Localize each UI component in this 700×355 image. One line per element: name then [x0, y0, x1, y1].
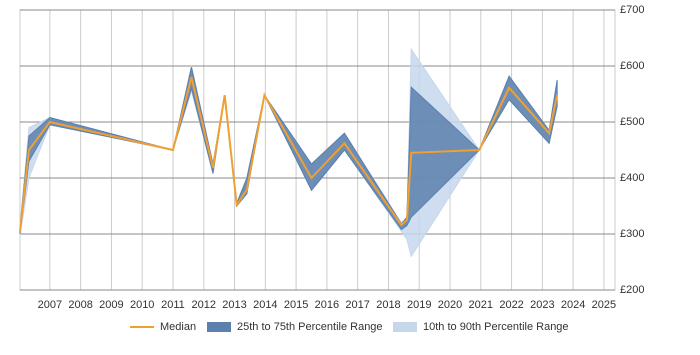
x-tick-label: 2018: [376, 299, 400, 311]
y-tick-label: £600: [620, 60, 644, 72]
x-tick-label: 2021: [469, 299, 493, 311]
x-tick-label: 2015: [284, 299, 308, 311]
x-tick-label: 2010: [130, 299, 154, 311]
legend-swatch: [207, 322, 231, 332]
x-tick-label: 2009: [99, 299, 123, 311]
x-tick-label: 2016: [315, 299, 339, 311]
x-tick-label: 2025: [592, 299, 616, 311]
legend-swatch: [393, 322, 417, 332]
y-tick-label: £700: [620, 4, 644, 16]
x-tick-label: 2020: [438, 299, 462, 311]
median-line: [19, 76, 559, 232]
x-tick-label: 2022: [499, 299, 523, 311]
x-tick-label: 2019: [407, 299, 431, 311]
x-tick-label: 2007: [38, 299, 62, 311]
x-tick-label: 2024: [561, 299, 585, 311]
x-tick-label: 2008: [68, 299, 92, 311]
y-tick-label: £300: [620, 228, 644, 240]
legend-label: Median: [160, 321, 196, 333]
x-tick-label: 2012: [192, 299, 216, 311]
legend-label: 10th to 90th Percentile Range: [423, 321, 569, 333]
plot-area: [19, 9, 616, 291]
y-tick-label: £500: [620, 116, 644, 128]
x-tick-label: 2013: [222, 299, 246, 311]
x-tick-label: 2011: [161, 299, 185, 311]
y-tick-label: £200: [620, 284, 644, 296]
x-tick-label: 2023: [530, 299, 554, 311]
y-tick-label: £400: [620, 172, 644, 184]
legend-label: 25th to 75th Percentile Range: [237, 321, 383, 333]
x-tick-label: 2017: [345, 299, 369, 311]
x-tick-label: 2014: [253, 299, 277, 311]
